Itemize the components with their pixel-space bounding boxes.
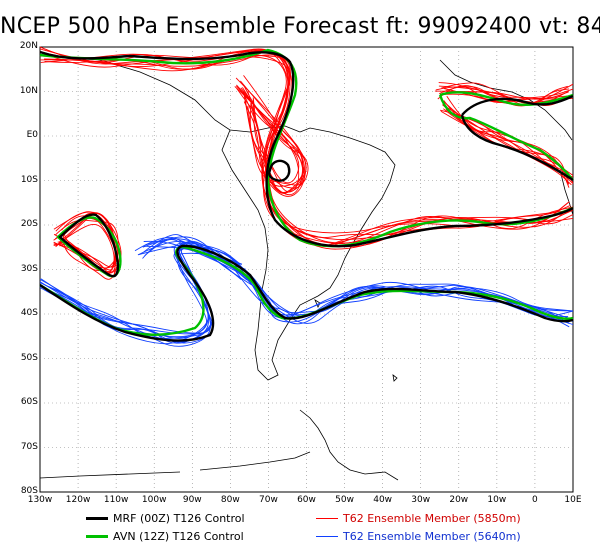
lon-label: 130w — [27, 495, 53, 505]
ensemble-member-line — [39, 46, 569, 244]
lon-label: 60w — [297, 495, 316, 505]
legend-swatch — [86, 517, 108, 520]
legend-label: T62 Ensemble Member (5850m) — [343, 512, 521, 525]
ensemble-member-line — [236, 84, 307, 197]
legend-label: AVN (12Z) T126 Control — [113, 530, 244, 543]
lat-label: 10N — [19, 85, 38, 96]
lat-label: 80S — [20, 486, 38, 496]
ensemble-member-line — [44, 54, 570, 245]
lon-label: 50w — [335, 495, 354, 505]
lat-label: 20S — [20, 219, 38, 229]
lon-label: 20w — [449, 495, 469, 505]
lat-label: 30S — [20, 263, 38, 274]
ensemble-member-line — [235, 77, 307, 194]
lon-label: 90w — [182, 495, 202, 505]
lat-label: 20N — [19, 41, 38, 51]
legend-swatch — [316, 536, 338, 537]
lat-label: 10S — [20, 174, 38, 185]
ensemble-member-line — [43, 245, 574, 334]
lon-label: 70w — [259, 495, 278, 505]
ensemble-member-line — [440, 110, 570, 188]
lon-label: 100w — [141, 495, 167, 505]
ensemble-member-line — [39, 48, 574, 234]
ensemble-member-line — [39, 241, 570, 339]
lon-label: 10w — [487, 495, 507, 505]
lat-label: 50S — [20, 352, 38, 363]
legend-label: MRF (00Z) T126 Control — [113, 512, 245, 525]
legend-label: T62 Ensemble Member (5640m) — [343, 530, 521, 543]
lat-label: 40S — [20, 308, 38, 318]
ensemble-member-line — [39, 46, 571, 248]
legend-item-mrf: MRF (00Z) T126 Control — [86, 512, 245, 525]
lon-label: 80w — [220, 495, 240, 505]
ensemble-member-line — [236, 85, 304, 187]
ensemble-member-line — [44, 252, 569, 335]
legend-swatch — [316, 518, 338, 519]
ensemble-member-line — [39, 51, 574, 250]
lon-label: 110w — [103, 495, 129, 505]
legend-item-avn: AVN (12Z) T126 Control — [86, 530, 244, 543]
ensemble-member-line — [440, 98, 569, 184]
ensemble-member-line — [440, 88, 574, 102]
lon-label: 30w — [411, 495, 431, 505]
lon-label: 120w — [65, 495, 91, 505]
ensemble-member-line — [40, 52, 573, 247]
ensemble-member-line — [450, 113, 574, 176]
lon-label: 40w — [373, 495, 393, 505]
ensemble-member-line — [145, 236, 248, 281]
lat-label: E0 — [26, 130, 38, 140]
lon-label: 0 — [532, 495, 538, 505]
legend-item-red-members: T62 Ensemble Member (5850m) — [316, 512, 521, 525]
legend-swatch — [86, 535, 108, 538]
legend-item-blue-members: T62 Ensemble Member (5640m) — [316, 530, 521, 543]
chart-title: NCEP 500 hPa Ensemble Forecast ft: 99092… — [0, 14, 600, 39]
lon-label: 10E — [564, 495, 582, 505]
ensemble-member-line — [446, 95, 574, 180]
mrf-control-contours — [39, 50, 574, 342]
ensemble-member-line — [138, 241, 241, 265]
ensemble-member-line — [44, 50, 572, 246]
lat-label: 70S — [20, 441, 38, 452]
lat-label: 60S — [20, 397, 38, 407]
